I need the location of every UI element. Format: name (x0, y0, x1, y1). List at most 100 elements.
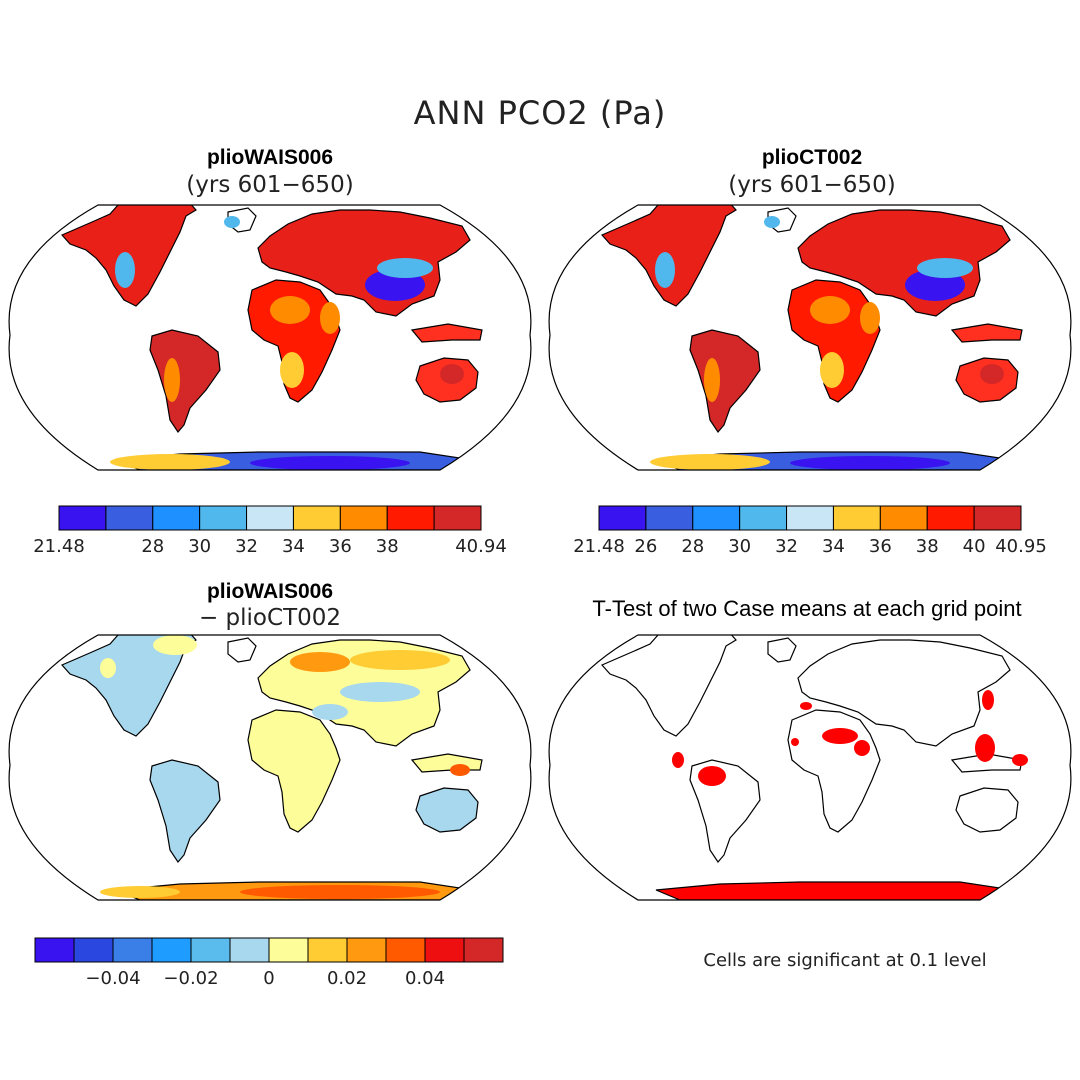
colorbar-tick-label: 0.04 (405, 968, 445, 989)
map-layer (8, 634, 532, 901)
map-patch (224, 216, 240, 228)
colorbar-cell (385, 937, 426, 963)
colorbar-cell (879, 505, 928, 531)
colorbar-tick-label: 28 (141, 536, 164, 557)
panel-title-bottom-right: T-Test of two Case means at each grid po… (592, 596, 1022, 621)
colorbar-tick-label: 40 (963, 536, 986, 557)
continent-antarctica (655, 881, 1002, 900)
continent-indonesia (950, 323, 1023, 343)
colorbar-cell (152, 505, 201, 531)
map-patch (860, 302, 880, 334)
colorbar-tick-label: 32 (235, 536, 258, 557)
colorbar-tick-label: 40.95 (995, 536, 1047, 557)
colorbar-cell (645, 505, 694, 531)
map-patch (440, 364, 464, 384)
continent-greenland (227, 637, 257, 663)
colorbar-tick-label: 30 (728, 536, 751, 557)
map-patch (153, 635, 197, 655)
colorbar-tick-label: 32 (775, 536, 798, 557)
continent-australia (955, 787, 1019, 833)
map-patch (650, 454, 770, 470)
map-plio-ct002 (548, 204, 1072, 471)
land-layer (61, 635, 483, 900)
map-patch (980, 364, 1004, 384)
map-layer (548, 634, 1072, 901)
colorbar-cell (292, 505, 341, 531)
map-patch (982, 690, 994, 710)
map-layer (8, 204, 532, 471)
colorbar-cell (433, 505, 482, 531)
map-patch (270, 296, 310, 324)
map-patch (764, 216, 780, 228)
panel-title-top-right: plioCT002 (761, 146, 863, 169)
continent-australia (415, 787, 479, 833)
continent-samerica (149, 329, 221, 433)
colorbar-cell (424, 937, 465, 963)
colorbar-cell (598, 505, 647, 531)
map-patch (340, 682, 420, 702)
map-layer (548, 204, 1072, 471)
continent-greenland (767, 637, 797, 663)
map-patch (240, 885, 440, 899)
colorbar-cell (112, 937, 153, 963)
colorbar-tick-label: −0.02 (163, 968, 218, 989)
panel-title-top-left: plioWAIS006 (206, 146, 334, 169)
map-patch (704, 358, 720, 402)
colorbar-tick-label: 34 (822, 536, 845, 557)
land-layer (601, 635, 1028, 900)
colorbar-tick-label: 0 (263, 968, 274, 989)
land-layer (601, 205, 1023, 470)
map-patch (250, 456, 410, 470)
continent-indonesia (410, 753, 483, 773)
map-patch (110, 454, 230, 470)
map-patch (822, 728, 858, 744)
map-patch (320, 302, 340, 334)
significance-note: Cells are significant at 0.1 level (703, 950, 987, 971)
colorbar-cell (105, 505, 154, 531)
continent-africa (787, 709, 881, 833)
panel-subtitle-bottom-left: − plioCT002 (198, 605, 342, 631)
colorbar-cell (463, 937, 504, 963)
map-patch (312, 704, 348, 720)
colorbar-tick-label: 21.48 (33, 536, 85, 557)
map-patch (290, 652, 350, 672)
colorbar-difference: −0.04 −0.02 0 0.02 0.04 (34, 937, 504, 989)
colorbar-tick-label: 28 (681, 536, 704, 557)
colorbar-tick-label: 38 (376, 536, 399, 557)
map-patch (115, 252, 135, 288)
map-patch (820, 352, 844, 388)
continent-samerica (689, 759, 761, 863)
colorbar-cell (739, 505, 788, 531)
colorbar-tick-label: 0.02 (327, 968, 367, 989)
colorbar-tick-label: 38 (916, 536, 939, 557)
continent-namerica (601, 635, 737, 737)
map-patch (1012, 754, 1028, 766)
colorbar-cell (307, 937, 348, 963)
map-patch (655, 252, 675, 288)
map-patch (975, 734, 995, 762)
map-patch (791, 738, 799, 746)
continent-eurasia (797, 639, 1011, 747)
map-patch (100, 886, 180, 898)
colorbar-cell (386, 505, 435, 531)
panel-title-bottom-left: plioWAIS006 (206, 580, 334, 603)
colorbar-cell (832, 505, 881, 531)
colorbar-cell (229, 937, 270, 963)
continent-africa (247, 709, 341, 833)
colorbar-tick-label: 40.94 (455, 536, 507, 557)
colorbar-plio-wais006: 21.48 28 30 32 34 36 38 40.94 (33, 505, 507, 557)
map-frame (548, 204, 1072, 471)
map-patch (854, 740, 870, 756)
colorbar-cell (786, 505, 834, 531)
colorbar-cell (58, 505, 107, 531)
colorbar-cell (199, 505, 248, 531)
map-frame (548, 634, 1072, 901)
map-frame (8, 204, 532, 471)
colorbar-cell (692, 505, 741, 531)
continent-namerica (61, 635, 197, 737)
colorbar-tick-label: 30 (188, 536, 211, 557)
colorbar-tick-label: 26 (634, 536, 657, 557)
map-patch (164, 358, 180, 402)
continent-indonesia (410, 323, 483, 343)
colorbar-cell (926, 505, 975, 531)
